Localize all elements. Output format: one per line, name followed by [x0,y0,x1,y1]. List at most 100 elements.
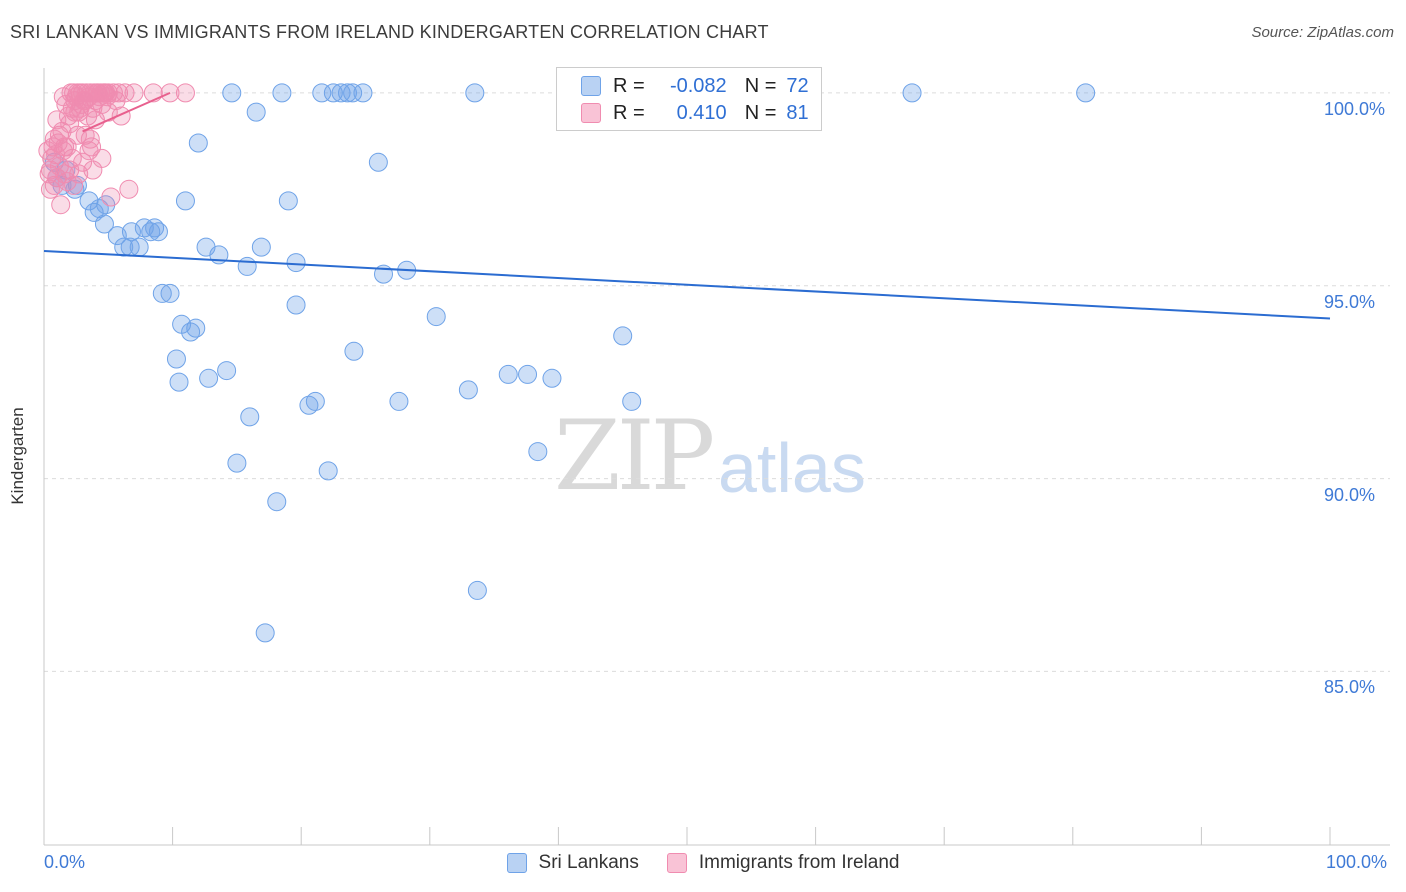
legend-swatch-blue [506,853,527,873]
data-point [1076,83,1096,103]
data-point [119,179,139,199]
axes [43,68,1390,846]
data-point [94,214,114,234]
data-point [75,91,95,111]
series-legend: Sri Lankans Immigrants from Ireland [0,852,1406,874]
legend-row-immigrants-from-ireland: R = 0.410 N = 81 [581,100,809,126]
data-point [337,83,357,103]
data-point [43,137,63,157]
data-point [109,83,129,103]
y-axis-label: Kindergarten [8,407,27,505]
data-point [368,152,388,172]
data-point [902,83,922,103]
x-tick-label-max: 100.0% [1326,852,1388,872]
data-point [343,83,363,103]
data-point [267,492,287,512]
data-point [246,102,266,122]
x-tick-label-min: 0.0% [44,852,86,872]
data-point [331,83,351,103]
data-point [318,461,338,481]
legend-r-value: -0.082 [669,74,727,97]
stats-legend: R = -0.082 N = 72 R = 0.410 N = 81 [556,67,822,131]
data-point [613,326,633,346]
data-point [528,442,548,462]
data-point [353,83,373,103]
data-point [103,83,123,103]
data-point [498,364,518,384]
data-point [542,368,562,388]
data-point [51,195,71,215]
data-point [286,295,306,315]
legend-n-value: 72 [786,74,809,97]
data-point [124,83,144,103]
data-point [312,83,332,103]
data-point [60,114,80,134]
y-tick-label: 100.0% [1324,98,1386,119]
data-point [98,83,118,103]
data-point [175,191,195,211]
legend-swatch-pink [581,103,601,123]
chart-title: SRI LANKAN VS IMMIGRANTS FROM IRELAND KI… [10,22,769,42]
series-immigrants-from-ireland [38,83,195,215]
data-point [152,283,172,303]
y-tick-label: 90.0% [1324,484,1376,505]
legend-item-sri-lankans[interactable]: Sri Lankans [506,852,639,874]
legend-n-value: 81 [786,101,809,124]
data-point [169,372,189,392]
legend-swatch-pink [666,853,687,873]
data-point [255,623,275,643]
trend-line [43,250,1331,320]
data-point [188,133,208,153]
data-point [272,83,292,103]
data-point [141,222,161,242]
data-point [251,237,271,257]
legend-r-label: R = [613,101,645,124]
data-point [222,83,242,103]
series-sri-lankans [44,83,1096,643]
watermark-zip: ZIP [554,400,715,512]
data-point [107,226,127,246]
y-tick-label: 85.0% [1324,677,1376,698]
data-point [92,148,112,168]
legend-item-immigrants-from-ireland[interactable]: Immigrants from Ireland [666,852,900,874]
data-point [323,83,343,103]
data-point [175,83,195,103]
legend-label-immigrants-from-ireland: Immigrants from Ireland [698,852,900,873]
data-point [80,129,100,149]
data-point [467,580,487,600]
y-tick-label: 95.0% [1324,291,1376,312]
data-point [237,256,257,276]
data-point [129,237,149,257]
data-point [199,368,219,388]
data-point [121,222,141,242]
data-point [286,253,306,273]
legend-row-sri-lankans: R = -0.082 N = 72 [581,73,809,99]
data-point [305,391,325,411]
data-point [73,152,93,172]
data-point [181,322,201,342]
data-point [186,318,206,338]
data-point [101,187,121,207]
data-point [278,191,298,211]
legend-r-label: R = [613,74,645,97]
data-point [69,164,89,184]
legend-swatch-blue [581,76,601,96]
data-point [40,179,60,199]
data-point [145,218,165,238]
data-point [426,307,446,327]
data-point [75,125,95,145]
data-point [64,175,84,195]
data-point [148,222,168,242]
data-point [227,453,247,473]
data-point [465,83,485,103]
legend-n-label: N = [744,101,777,124]
data-point [57,137,77,157]
legend-n-label: N = [744,74,777,97]
data-point [458,380,478,400]
data-point [53,87,73,107]
data-point [166,349,186,369]
watermark-atlas: atlas [718,429,866,507]
data-point [240,407,260,427]
data-point [98,102,118,122]
